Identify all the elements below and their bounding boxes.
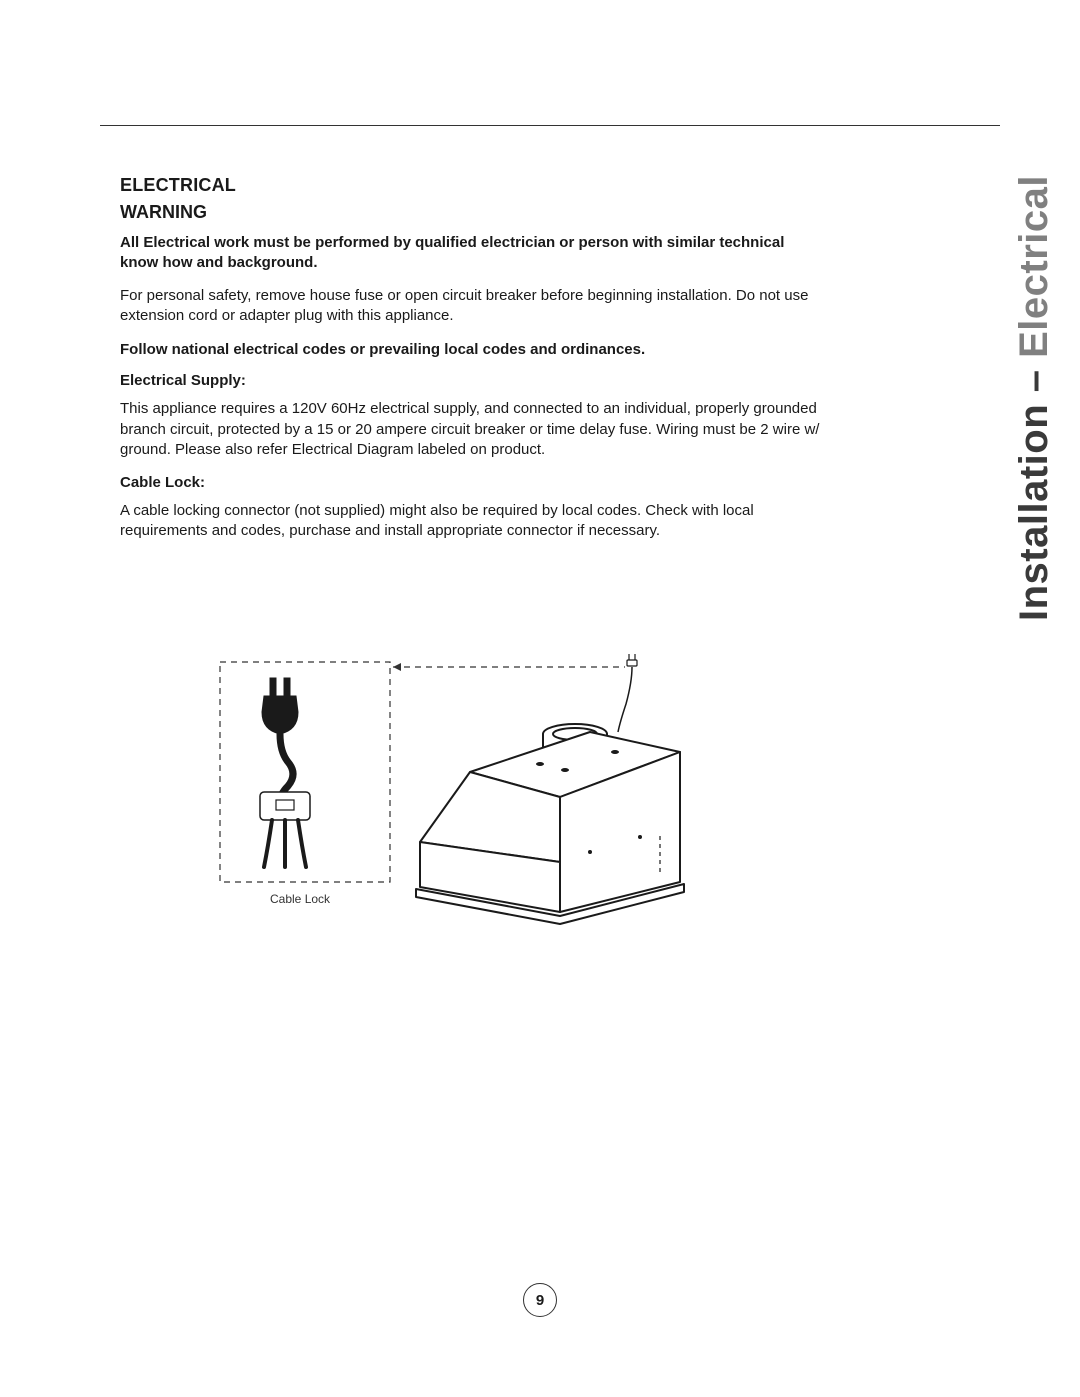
heading-warning: WARNING: [120, 202, 820, 223]
cable-lock-body: A cable locking connector (not supplied)…: [120, 501, 820, 542]
cable-lock-heading: Cable Lock:: [120, 474, 820, 491]
plug-and-lock-icon: [260, 678, 310, 867]
side-title-grey: Electrical: [1012, 175, 1056, 358]
content-column: ELECTRICAL WARNING All Electrical work m…: [120, 175, 820, 952]
side-title-dark: Installation –: [1012, 358, 1056, 621]
bold-intro-paragraph: All Electrical work must be performed by…: [120, 233, 820, 274]
page-number-value: 9: [536, 1292, 544, 1309]
heading-electrical: ELECTRICAL: [120, 175, 820, 196]
side-title: Installation – Electrical: [1012, 175, 1057, 621]
page: Installation – Electrical ELECTRICAL WAR…: [0, 0, 1080, 1397]
top-rule: [100, 125, 1000, 126]
installation-diagram: [120, 652, 820, 952]
range-hood-icon: [416, 654, 684, 924]
codes-paragraph: Follow national electrical codes or prev…: [120, 340, 820, 360]
leader-arrow: [393, 663, 401, 671]
page-number: 9: [523, 1283, 557, 1317]
electrical-supply-body: This appliance requires a 120V 60Hz elec…: [120, 399, 820, 460]
electrical-supply-heading: Electrical Supply:: [120, 372, 820, 389]
cable-lock-caption: Cable Lock: [270, 892, 330, 906]
safety-paragraph: For personal safety, remove house fuse o…: [120, 286, 820, 327]
cable-lock-detail-box: [220, 662, 390, 882]
figure-area: Cable Lock: [120, 652, 820, 952]
